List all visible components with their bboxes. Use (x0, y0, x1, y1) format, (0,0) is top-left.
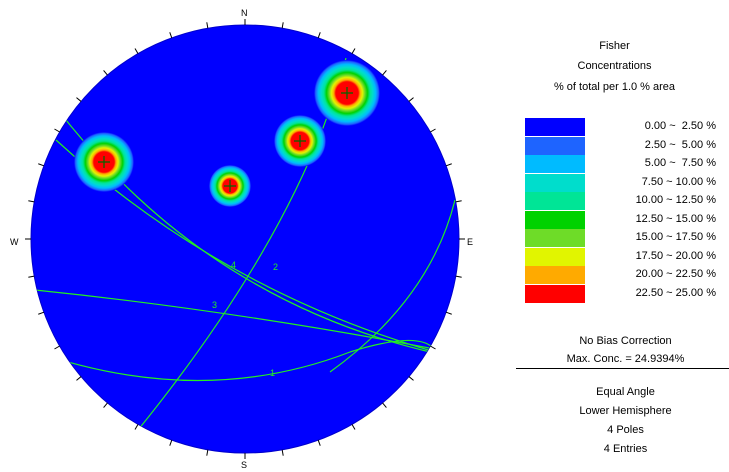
legend-swatch (525, 155, 585, 173)
legend-swatch (525, 266, 585, 284)
entries-count-label: 4 Entries (603, 443, 648, 455)
legend-swatch (525, 229, 585, 247)
legend-title-line-3: % of total per 1.0 % area (553, 81, 676, 93)
legend-swatch (525, 136, 585, 155)
legend-swatch (525, 118, 585, 136)
great-circle-6 (329, 199, 456, 373)
projection-label: Equal Angle (596, 386, 655, 398)
legend-range-label: 5.00 ~ 7.50 % (644, 157, 716, 169)
azimuth-tick (28, 275, 35, 278)
azimuth-tick (54, 345, 60, 350)
legend-range-label: 12.50 ~ 15.00 % (635, 212, 716, 225)
pole-marker-4 (341, 87, 353, 99)
legend-swatch (525, 192, 585, 210)
azimuth-tick (351, 48, 356, 54)
legend-swatch (525, 210, 585, 229)
azimuth-tick (408, 376, 414, 381)
great-circle-5 (34, 289, 441, 351)
azimuth-tick (76, 97, 82, 102)
plane-label-4: 4 (231, 260, 236, 270)
pole-marker-3 (294, 135, 306, 147)
legend-swatch (525, 247, 585, 266)
azimuth-tick (430, 345, 436, 350)
azimuth-tick (28, 200, 35, 203)
pole-marker-1 (98, 156, 110, 168)
legend-range-label: 17.50 ~ 20.00 % (635, 249, 716, 262)
great-circle-1 (31, 339, 436, 382)
legend-range-label: 15.00 ~ 17.50 % (635, 231, 716, 243)
azimuth-tick (169, 439, 173, 446)
plane-label-3: 3 (212, 300, 217, 310)
plane-label-1: 1 (270, 368, 275, 378)
azimuth-tick (281, 22, 284, 29)
azimuth-tick (408, 97, 414, 102)
azimuth-tick (317, 439, 321, 446)
legend-range-label: 0.00 ~ 2.50 % (644, 120, 716, 132)
azimuth-tick (351, 424, 356, 430)
legend-divider (516, 368, 729, 369)
legend-range-label: 22.50 ~ 25.00 % (635, 286, 716, 299)
azimuth-tick (317, 32, 321, 39)
north-label: N (241, 8, 248, 18)
max-concentration-label: Max. Conc. = 24.9394% (566, 353, 685, 365)
poles-count-label: 4 Poles (607, 424, 644, 436)
plane-label-2: 2 (273, 262, 278, 272)
legend-swatch (525, 284, 585, 303)
net-circle (30, 24, 460, 454)
bias-correction-label: No Bias Correction (579, 335, 672, 347)
azimuth-tick (445, 311, 452, 315)
azimuth-tick (54, 128, 60, 133)
azimuth-tick (134, 48, 139, 54)
azimuth-tick (134, 424, 139, 430)
south-label: S (241, 460, 248, 470)
stereonet-plot: 1 2 3 4 (25, 19, 465, 459)
azimuth-tick (382, 70, 387, 76)
legend-title-line-2: Concentrations (577, 60, 652, 72)
azimuth-tick (281, 449, 284, 456)
azimuth-ticks (25, 19, 465, 459)
azimuth-tick (206, 22, 209, 29)
azimuth-tick (445, 163, 452, 167)
azimuth-tick (76, 376, 82, 381)
legend-range-label: 20.00 ~ 22.50 % (635, 268, 716, 280)
legend-range-label: 7.50 ~ 10.00 % (641, 175, 716, 188)
azimuth-tick (430, 128, 436, 133)
azimuth-tick (38, 163, 45, 167)
azimuth-tick (382, 402, 387, 408)
legend-swatch (525, 173, 585, 192)
azimuth-tick (206, 449, 209, 456)
hemisphere-label: Lower Hemisphere (579, 405, 672, 417)
east-label: E (467, 237, 474, 247)
legend-range-label: 10.00 ~ 12.50 % (635, 194, 716, 206)
azimuth-tick (455, 275, 462, 278)
azimuth-tick (103, 70, 108, 76)
west-label: W (10, 237, 19, 247)
legend-range-label: 2.50 ~ 5.00 % (644, 138, 716, 151)
azimuth-tick (169, 32, 173, 39)
legend-title-line-1: Fisher (599, 40, 630, 52)
pole-marker-2 (224, 180, 236, 192)
azimuth-tick (38, 311, 45, 315)
azimuth-tick (103, 402, 108, 408)
azimuth-tick (455, 200, 462, 203)
